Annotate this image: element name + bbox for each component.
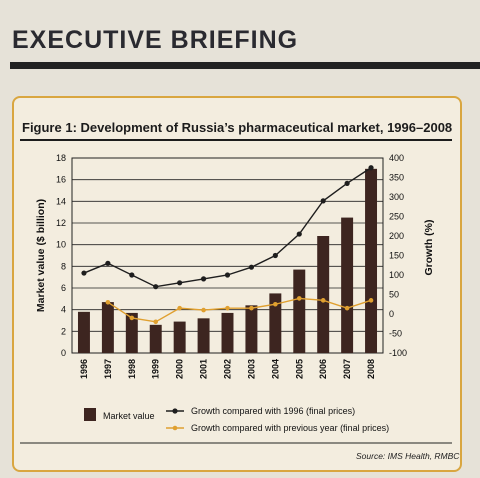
y2-tick-label: 350 — [389, 173, 404, 183]
bar — [245, 305, 258, 353]
bar — [77, 311, 90, 353]
growth-prev-year-line — [107, 297, 372, 323]
bar — [341, 217, 354, 353]
legend-label-market-value: Market value — [103, 411, 155, 421]
bar — [221, 312, 234, 353]
header-rule — [10, 62, 480, 69]
x-tick-label: 2003 — [246, 359, 256, 379]
growth-prev-year-point — [320, 298, 326, 303]
growth-prev-year-point — [129, 315, 135, 321]
y2-tick-label: 50 — [389, 290, 399, 300]
growth-prev-year-point — [296, 296, 302, 301]
y2-tick-label: 0 — [389, 309, 394, 319]
y2-tick-label: -100 — [389, 348, 407, 358]
y-tick-label: 8 — [61, 261, 66, 271]
legend-swatch-market-value — [84, 408, 96, 421]
legend-label-growth-prev-year: Growth compared with previous year (fina… — [191, 423, 389, 433]
growth-1996-point — [224, 272, 231, 278]
legend-marker-growth-1996 — [172, 408, 178, 414]
x-tick-label: 2002 — [223, 359, 233, 379]
growth-1996-point — [105, 260, 111, 266]
y2-tick-label: 300 — [389, 192, 404, 202]
x-tick-label: 1996 — [79, 359, 89, 379]
y-tick-label: 10 — [56, 240, 66, 250]
x-tick-label: 2004 — [270, 359, 280, 379]
bar — [365, 168, 378, 353]
bar — [293, 269, 306, 353]
growth-1996-point — [129, 272, 135, 278]
x-tick-label: 1999 — [151, 359, 161, 379]
x-tick-label: 1998 — [127, 359, 137, 379]
figure-title-rule — [20, 139, 452, 141]
x-tick-label: 2007 — [342, 359, 352, 379]
legend-label-growth-1996: Growth compared with 1996 (final prices) — [191, 406, 355, 416]
y-axis-label: Market value ($ billion) — [35, 199, 47, 312]
x-tick-label: 2008 — [366, 359, 376, 379]
growth-prev-year-point — [153, 319, 159, 325]
y2-tick-label: 250 — [389, 212, 404, 222]
growth-prev-year-point — [201, 307, 206, 313]
bar — [197, 318, 210, 353]
y-tick-label: 6 — [61, 283, 66, 293]
bar — [149, 324, 162, 353]
growth-1996-point — [177, 280, 183, 286]
growth-1996-point — [153, 284, 159, 290]
growth-prev-year-point — [177, 305, 182, 311]
growth-1996-point — [200, 276, 207, 282]
bar — [269, 293, 282, 353]
y-tick-label: 12 — [56, 218, 66, 228]
y-tick-label: 2 — [61, 326, 66, 336]
x-tick-label: 2005 — [294, 359, 304, 379]
figure-source: Source: IMS Health, RMBC — [356, 451, 460, 461]
y2-tick-label: -50 — [389, 329, 402, 339]
growth-1996-point — [368, 165, 374, 171]
y-tick-label: 16 — [56, 175, 66, 185]
growth-1996-point — [344, 180, 350, 186]
page-title: EXECUTIVE BRIEFING — [12, 26, 299, 54]
growth-prev-year-point — [225, 305, 230, 311]
bar — [317, 236, 330, 353]
bar — [173, 321, 186, 353]
legend-marker-growth-prev-year — [172, 425, 178, 431]
y2-axis-label: Growth (%) — [423, 220, 435, 276]
growth-1996-point — [248, 264, 255, 270]
y-tick-label: 4 — [61, 305, 66, 315]
x-tick-label: 1997 — [103, 359, 113, 379]
y-tick-label: 18 — [56, 153, 66, 163]
x-tick-label: 2006 — [318, 359, 328, 379]
growth-prev-year-point — [273, 301, 278, 307]
growth-1996-point — [81, 270, 87, 276]
growth-1996-point — [320, 198, 326, 204]
bar — [101, 302, 114, 353]
growth-prev-year-point — [249, 305, 254, 311]
y-tick-label: 0 — [61, 348, 66, 358]
bar — [125, 312, 138, 353]
x-tick-label: 2001 — [199, 359, 209, 379]
growth-prev-year-point — [105, 300, 111, 305]
y-tick-label: 14 — [56, 196, 66, 206]
growth-prev-year-point — [368, 298, 374, 303]
growth-1996-point — [272, 252, 278, 259]
y2-tick-label: 100 — [389, 270, 404, 280]
growth-prev-year-point — [344, 305, 350, 311]
figure-title: Figure 1: Development of Russia’s pharma… — [22, 120, 453, 135]
y2-tick-label: 150 — [389, 251, 404, 261]
y2-tick-label: 400 — [389, 153, 404, 163]
y2-tick-label: 200 — [389, 231, 404, 241]
growth-1996-point — [296, 231, 302, 237]
x-tick-label: 2000 — [175, 359, 185, 379]
